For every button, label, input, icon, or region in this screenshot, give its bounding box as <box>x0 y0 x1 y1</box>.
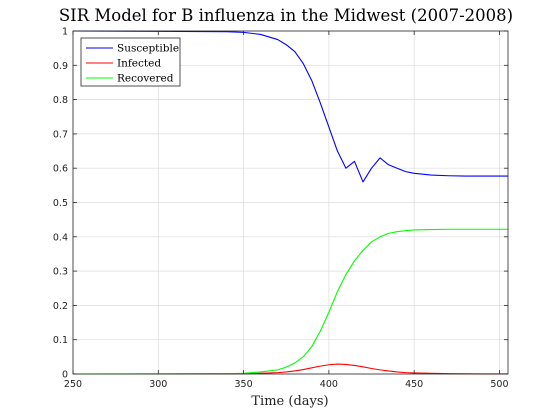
grid <box>72 30 508 375</box>
legend-label-recovered: Recovered <box>117 73 174 85</box>
chart-title: SIR Model for B influenza in the Midwest… <box>59 6 513 25</box>
x-tick-label: 400 <box>320 379 338 390</box>
legend-label-susceptible: Susceptible <box>117 43 179 55</box>
y-tick-label: 0.7 <box>53 129 68 140</box>
x-tick-label: 300 <box>149 379 167 390</box>
x-tick-label: 500 <box>490 379 508 390</box>
y-tick-label: 0.2 <box>53 301 68 312</box>
legend-label-infected: Infected <box>117 58 161 70</box>
y-tick-label: 0 <box>62 370 68 381</box>
y-tick-label: 0.6 <box>53 164 68 175</box>
y-tick-label: 0.8 <box>53 95 68 106</box>
series-line-recovered <box>72 228 508 375</box>
y-tick-label: 0.1 <box>53 335 68 346</box>
series-line-infected <box>73 363 509 375</box>
y-tick-label: 1 <box>62 27 68 38</box>
y-tick-label: 0.3 <box>53 267 68 278</box>
y-tick-label: 0.9 <box>53 61 68 72</box>
legend: Susceptible Infected Recovered <box>80 37 181 87</box>
x-tick-label: 350 <box>235 379 253 390</box>
x-axis-label: Time (days) <box>251 394 328 409</box>
y-tick-label: 0.4 <box>53 232 68 243</box>
series-line-susceptible <box>72 30 508 183</box>
x-tick-label: 450 <box>405 379 423 390</box>
series-layer <box>72 30 509 375</box>
x-tick-label: 250 <box>64 379 82 390</box>
axis-ticks: 250 300 350 400 450 500 0 0.1 0.2 0.3 0.4 0.5 0.6 0.7… <box>53 27 509 391</box>
y-tick-label: 0.5 <box>53 198 68 209</box>
